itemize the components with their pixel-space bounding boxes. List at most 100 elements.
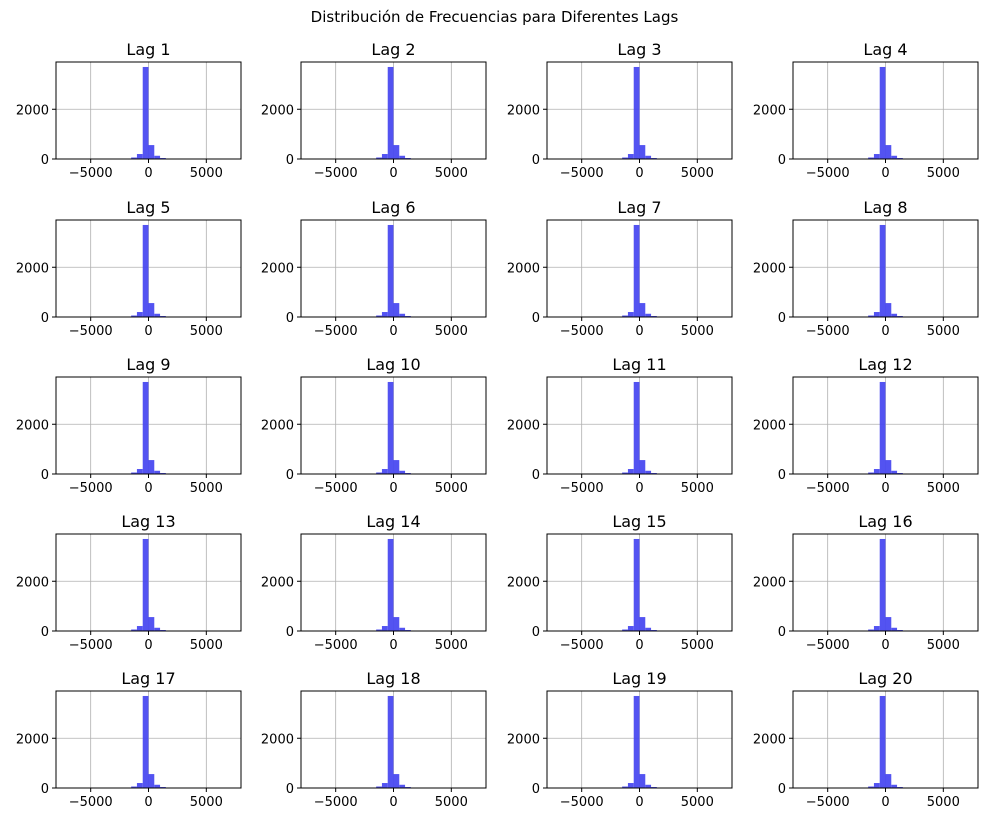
x-tick-label: 0 [389,324,397,339]
x-tick-label: −5000 [69,481,113,496]
y-tick-label: 0 [286,311,294,326]
x-tick-label: 5000 [681,795,714,810]
histogram-bar [879,224,886,317]
histogram-bar [399,784,406,788]
y-tick-label: 2000 [16,575,49,590]
y-tick-label: 0 [532,625,540,640]
histogram-bar [154,470,161,474]
x-tick-label: 5000 [190,638,223,653]
x-tick-label: −5000 [69,166,113,181]
x-tick-label: 0 [144,638,152,653]
histogram-panel: −5000 0 5000 0 2000 Lag 1 [16,40,242,181]
histogram-bar [885,145,892,159]
x-tick-label: 0 [881,638,889,653]
x-tick-label: 0 [389,166,397,181]
histogram-bar [891,627,898,631]
panel-title: Lag 17 [121,669,175,688]
histogram-bar [627,626,634,631]
panel-title: Lag 6 [371,198,415,217]
x-tick-label: −5000 [69,324,113,339]
histogram-bar [399,155,406,159]
histogram-bar [891,784,898,788]
histogram-panel: −5000 0 5000 0 2000 Lag 9 [16,355,242,496]
x-tick-label: 0 [144,166,152,181]
y-tick-label: 0 [778,153,786,168]
histogram-bar [148,303,155,317]
y-tick-label: 2000 [261,732,294,747]
histogram-panel: −5000 0 5000 0 2000 Lag 14 [261,512,487,653]
histogram-panel: −5000 0 5000 0 2000 Lag 11 [507,355,733,496]
histogram-bar [885,460,892,474]
y-tick-label: 2000 [753,261,786,276]
histogram-bar [885,617,892,631]
histogram-bar [376,157,382,159]
histogram-bar [622,472,628,474]
x-tick-label: 5000 [435,166,468,181]
histogram-bar [131,315,137,317]
x-tick-label: 0 [389,481,397,496]
histogram-bar [639,617,646,631]
histogram-bar [393,617,400,631]
y-tick-label: 0 [532,782,540,797]
histogram-panel: −5000 0 5000 0 2000 Lag 3 [507,40,733,181]
histogram-bar [387,695,394,788]
histogram-bar [154,627,161,631]
x-tick-label: 5000 [681,638,714,653]
x-tick-label: 5000 [190,481,223,496]
panel-title: Lag 15 [612,512,666,531]
x-tick-label: 0 [881,795,889,810]
histogram-bar [376,629,382,631]
y-tick-label: 2000 [507,575,540,590]
histogram-bar [393,460,400,474]
histogram-bar [148,145,155,159]
histogram-panel: −5000 0 5000 0 2000 Lag 2 [261,40,487,181]
histogram-bar [142,695,149,788]
histogram-bar [154,784,161,788]
histogram-panel: −5000 0 5000 0 2000 Lag 12 [753,355,979,496]
histogram-bar [639,774,646,788]
histogram-bar [633,695,640,788]
y-tick-label: 2000 [507,103,540,118]
histogram-bar [622,629,628,631]
histogram-bar [639,145,646,159]
histogram-bar [633,538,640,631]
histogram-bar [136,469,143,474]
histogram-bar [891,470,898,474]
x-tick-label: 0 [144,324,152,339]
x-tick-label: −5000 [560,324,604,339]
x-tick-label: −5000 [314,638,358,653]
x-tick-label: −5000 [314,324,358,339]
histogram-bar [645,627,652,631]
y-tick-label: 2000 [261,103,294,118]
histogram-bar [393,774,400,788]
histogram-bar [136,312,143,317]
histogram-panel: −5000 0 5000 0 2000 Lag 7 [507,198,733,339]
histogram-panel: −5000 0 5000 0 2000 Lag 5 [16,198,242,339]
x-tick-label: 5000 [190,324,223,339]
histogram-bar [136,783,143,788]
histogram-bar [873,154,880,159]
histogram-bar [148,774,155,788]
histogram-bar [622,157,628,159]
x-tick-label: 5000 [681,324,714,339]
histogram-bar [154,155,161,159]
histogram-bar [399,470,406,474]
y-tick-label: 2000 [507,418,540,433]
x-tick-label: 0 [635,638,643,653]
x-tick-label: 0 [635,166,643,181]
y-tick-label: 2000 [753,418,786,433]
x-tick-label: 5000 [435,481,468,496]
x-tick-label: −5000 [560,166,604,181]
x-tick-label: 5000 [435,324,468,339]
histogram-bar [393,145,400,159]
histogram-bar [879,695,886,788]
figure-title: Distribución de Frecuencias para Diferen… [310,8,679,26]
y-tick-label: 0 [778,311,786,326]
histogram-bar [387,224,394,317]
x-tick-label: −5000 [314,166,358,181]
histogram-bar [645,313,652,317]
y-tick-label: 0 [41,625,49,640]
x-tick-label: −5000 [806,481,850,496]
histogram-bar [131,629,137,631]
